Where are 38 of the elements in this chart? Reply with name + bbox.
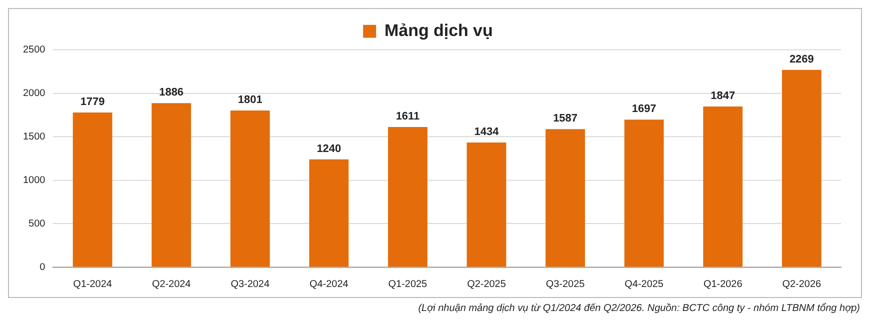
data-label: 2269: [789, 53, 814, 66]
data-label: 1801: [238, 94, 262, 106]
bar: [782, 70, 822, 267]
data-label: 1611: [396, 110, 420, 123]
x-tick-label: Q3-2025: [546, 278, 586, 290]
x-tick-label: Q2-2026: [782, 278, 822, 290]
bar: [546, 129, 585, 267]
x-tick-label: Q2-2024: [152, 278, 192, 290]
y-tick-label: 0: [40, 262, 46, 273]
y-tick-label: 1500: [23, 131, 46, 142]
bar: [152, 103, 192, 267]
data-label: 1587: [553, 112, 578, 125]
bar: [230, 110, 270, 267]
legend-label: Mảng dịch vụ: [384, 21, 493, 40]
x-tick-label: Q1-2025: [388, 278, 428, 290]
x-tick-label: Q1-2026: [703, 278, 743, 290]
bar: [72, 112, 112, 267]
x-tick-label: Q4-2025: [624, 278, 664, 290]
bar: [624, 120, 664, 267]
data-label: 1697: [632, 103, 656, 116]
bar: [703, 106, 743, 267]
data-label: 1434: [474, 126, 500, 138]
x-tick-label: Q2-2025: [467, 278, 506, 290]
y-tick-label: 2000: [23, 88, 46, 99]
bar: [466, 142, 506, 267]
data-label: 1847: [710, 90, 736, 102]
data-label: 1779: [80, 96, 105, 108]
data-label: 1886: [159, 86, 184, 99]
y-tick-label: 2500: [23, 44, 46, 56]
bar: [309, 159, 349, 267]
bar: [388, 127, 428, 267]
text: (Lợi nhuận mảng dịch vụ từ Q1/2024 đến Q2/2026. Nguồn: BCTC công ty - nhóm LTBNM tổng hợp): [417, 303, 861, 314]
data-label: 1240: [316, 142, 342, 155]
y-tick-label: 1000: [23, 174, 46, 186]
y-tick-label: 500: [28, 218, 46, 230]
x-tick-label: Q3-2024: [230, 278, 270, 290]
x-tick-label: Q1-2024: [73, 278, 112, 290]
x-tick-label: Q4-2024: [310, 278, 349, 290]
